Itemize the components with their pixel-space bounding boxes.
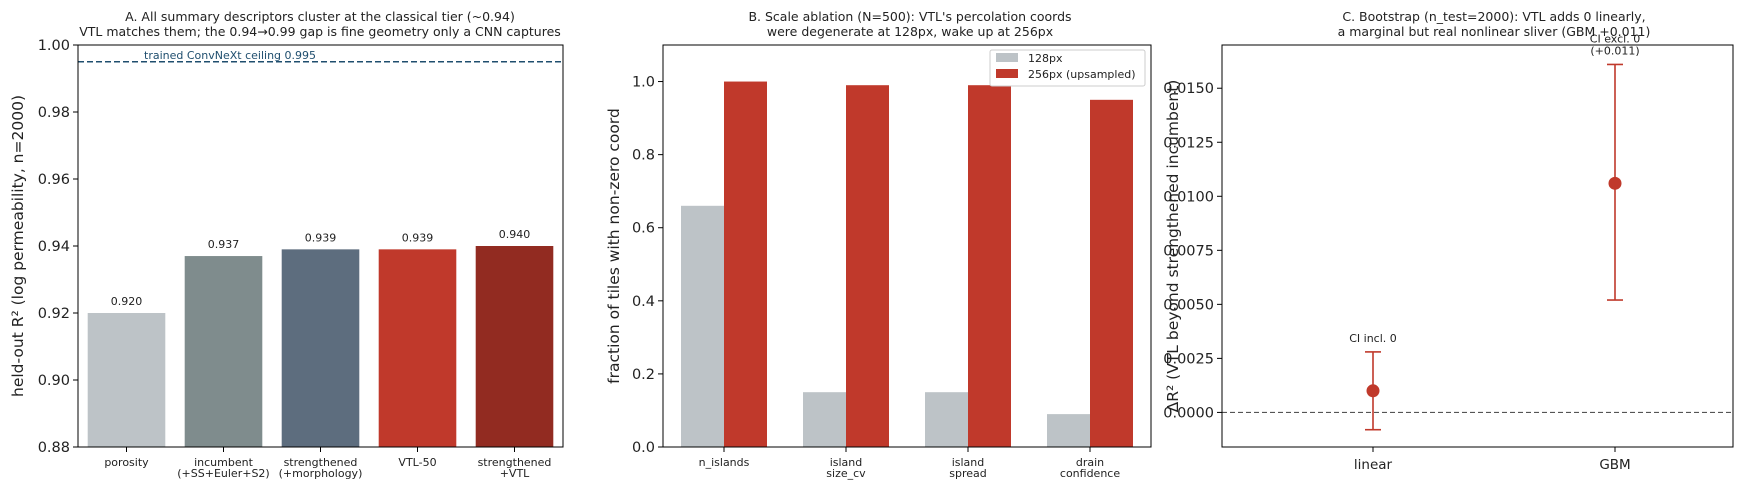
panel-c-y-tick-label: 0.0150: [1163, 81, 1214, 97]
legend-label: 128px: [1028, 52, 1063, 65]
panel-c-axes-frame: [1221, 44, 1734, 448]
bar-128px-1: [803, 392, 846, 447]
panel-b-title-line-1: B. Scale ablation (N=500): VTL's percola…: [748, 9, 1071, 24]
panel-b-x-tick-label: island: [952, 456, 985, 469]
panel-b-x-tick-label: island: [830, 456, 863, 469]
panel-c-y-tick-label: 0.0075: [1163, 243, 1214, 259]
bar-value-label: 0.939: [305, 231, 337, 244]
panel-c-y-tick-label: 0.0125: [1163, 135, 1214, 151]
bar-256px-3: [1090, 99, 1133, 448]
bar-value-label: 0.920: [111, 295, 143, 308]
bar-3: [378, 249, 457, 447]
panel-a-x-tick-label: (+SS+Euler+S2): [177, 467, 269, 480]
panel-a-y-tick-label: 0.88: [38, 440, 70, 456]
panel-a-x-tick-label: incumbent: [194, 456, 253, 469]
panel-b-title-line-2: were degenerate at 128px, wake up at 256…: [767, 24, 1053, 39]
bar-256px-2: [968, 85, 1011, 447]
panel-c-title-line-1: C. Bootstrap (n_test=2000): VTL adds 0 l…: [1342, 9, 1645, 24]
panel-a-title-line-2: VTL matches them; the 0.94→0.99 gap is f…: [79, 24, 561, 39]
panel-c-plot: CI incl. 0 linear CI excl. 0(+0.011) GBM 0.0…: [1163, 32, 1734, 473]
panel-a-plot: 0.920 porosity 0.937 incumbent(+SS+Euler+S2…: [38, 38, 564, 480]
panel-b-axes-frame: [662, 44, 1152, 448]
panel-a-x-tick-label: +VTL: [500, 467, 530, 480]
bar-value-label: 0.937: [208, 238, 240, 251]
panel-b-x-tick-label: size_cv: [826, 467, 866, 480]
panel-b-y-tick-label: 0.2: [632, 367, 655, 383]
bar-128px-2: [925, 392, 968, 447]
legend-label: 256px (upsampled): [1028, 68, 1136, 81]
panel-c-x-tick-label: linear: [1354, 457, 1393, 473]
panel-a-x-tick-label: porosity: [104, 456, 149, 469]
legend-swatch: [996, 69, 1018, 78]
panel-b-y-tick-label: 0.8: [632, 148, 655, 164]
panel-a-y-tick-label: 0.98: [38, 105, 70, 121]
panel-a: A. All summary descriptors cluster at th…: [9, 9, 564, 480]
point-linear: [1366, 384, 1380, 398]
ci-annotation: CI excl. 0: [1590, 32, 1640, 45]
panel-c-y-tick-label: 0.0025: [1163, 351, 1214, 367]
bar-value-label: 0.939: [402, 231, 434, 244]
panel-a-y-tick-label: 1.00: [38, 38, 70, 54]
bar-256px-0: [724, 81, 767, 447]
panel-b-x-tick-label: drain: [1076, 456, 1104, 469]
legend-box: [989, 49, 1146, 87]
panel-c-y-tick-label: 0.0000: [1163, 405, 1214, 421]
panel-a-title-line-1: A. All summary descriptors cluster at th…: [125, 9, 515, 24]
panel-a-y-tick-label: 0.96: [38, 172, 70, 188]
legend-swatch: [996, 53, 1018, 62]
panel-a-x-tick-label: strengthened: [478, 456, 552, 469]
panel-b-plot: n_islands islandsize_cvislandspreaddrainc…: [632, 44, 1152, 480]
panel-b-x-tick-label: confidence: [1060, 467, 1120, 480]
panel-b: B. Scale ablation (N=500): VTL's percola…: [605, 9, 1152, 480]
panel-a-x-tick-label: VTL-50: [398, 456, 436, 469]
ceiling-label: trained ConvNeXt ceiling 0.995: [144, 49, 316, 62]
panel-a-y-tick-label: 0.94: [38, 239, 70, 255]
panel-b-x-tick-label: n_islands: [699, 456, 750, 469]
bar-128px-0: [681, 205, 724, 447]
panel-b-y-tick-label: 0.6: [632, 221, 655, 237]
panel-c-title-line-2: a marginal but real nonlinear sliver (GB…: [1338, 24, 1651, 39]
bar-value-label: 0.940: [499, 228, 531, 241]
panel-a-x-tick-label: strengthened: [284, 456, 358, 469]
panel-a-y-tick-label: 0.92: [38, 306, 70, 322]
ci-annotation: (+0.011): [1590, 44, 1639, 57]
panel-c-y-tick-label: 0.0100: [1163, 189, 1214, 205]
bar-2: [281, 249, 360, 447]
panel-a-y-tick-label: 0.90: [38, 373, 70, 389]
panel-c: C. Bootstrap (n_test=2000): VTL adds 0 l…: [1163, 9, 1734, 473]
bar-0: [87, 313, 166, 447]
bar-128px-3: [1047, 414, 1090, 447]
panel-b-y-tick-label: 1.0: [632, 75, 655, 91]
panel-b-y-tick-label: 0.0: [632, 440, 655, 456]
panel-a-x-tick-label: (+morphology): [279, 467, 363, 480]
panel-b-x-tick-label: spread: [949, 467, 987, 480]
panel-c-y-axis-label: ΔR² (VTL beyond strengthened incumbent): [1164, 80, 1182, 413]
panel-c-y-tick-label: 0.0050: [1163, 297, 1214, 313]
panel-b-y-axis-label: fraction of tiles with non-zero coord: [605, 108, 623, 384]
panel-c-x-tick-label: GBM: [1599, 457, 1630, 473]
point-GBM: [1608, 176, 1622, 190]
bar-256px-1: [846, 85, 889, 447]
bar-1: [184, 256, 263, 447]
bar-4: [475, 246, 554, 447]
panel-b-y-tick-label: 0.4: [632, 294, 655, 310]
ci-annotation: CI incl. 0: [1349, 332, 1397, 345]
legend: 128px 256px (upsampled): [989, 49, 1146, 87]
panel-a-y-axis-label: held-out R² (log permeability, n=2000): [9, 95, 27, 397]
